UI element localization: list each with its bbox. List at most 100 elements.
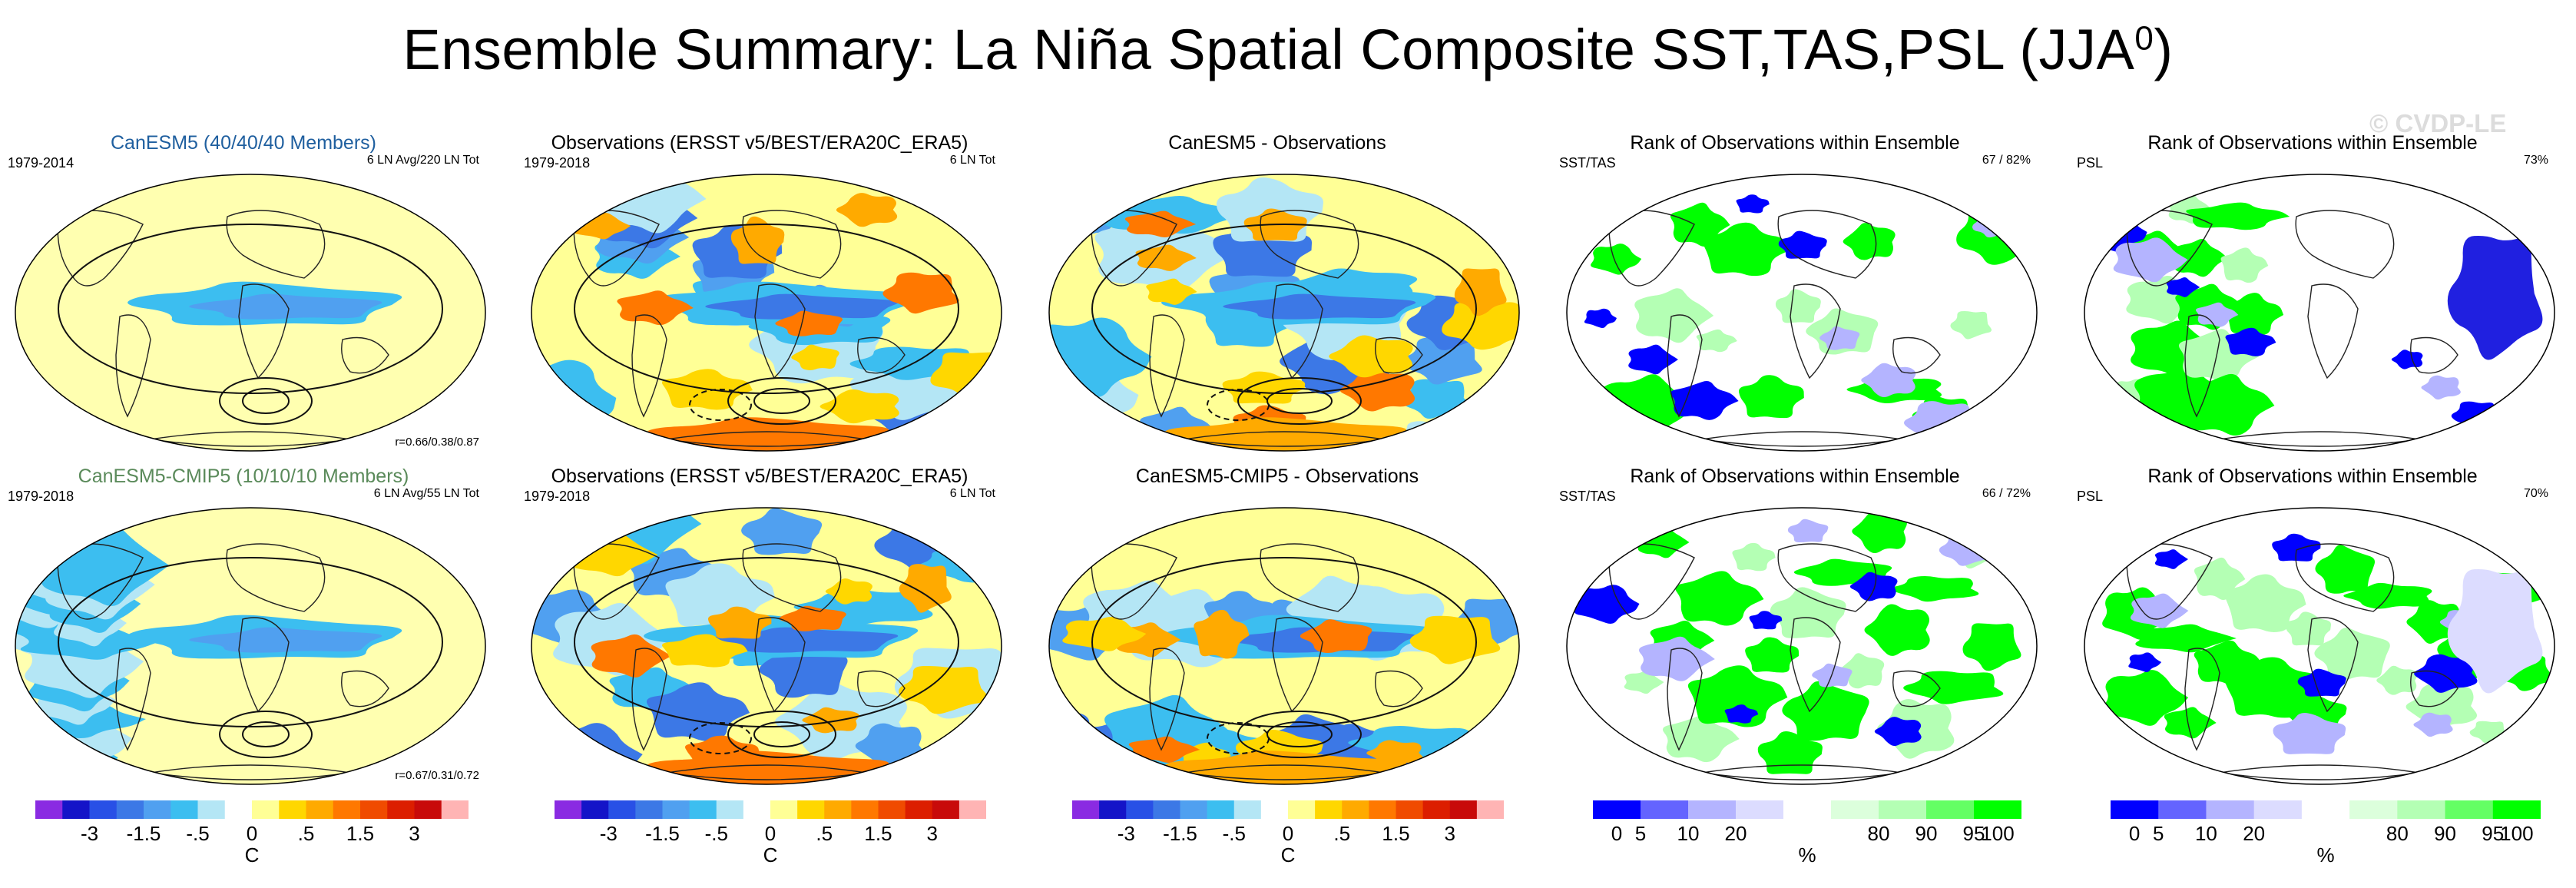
cold-anomaly-region <box>15 174 70 217</box>
high-rank-region <box>2224 293 2284 336</box>
colorbar-tick-label: 0 <box>764 822 776 845</box>
colorbar-swatch <box>1288 800 1316 819</box>
panel-left-label: PSL <box>2077 155 2104 171</box>
warm-anomaly-region <box>836 193 898 227</box>
coastline <box>226 210 326 279</box>
low-rank-region <box>1724 704 1759 724</box>
psl-contour <box>753 388 810 414</box>
colorbar-tick-label: -1.5 <box>1163 822 1197 845</box>
cold-anomaly-region <box>15 174 66 213</box>
coastline <box>57 543 144 620</box>
watermark: © CVDP-LE <box>2369 109 2507 138</box>
colorbar-tick-label: -3 <box>599 822 618 845</box>
coastline <box>1667 314 1703 418</box>
pattern-correlation: r=0.67/0.31/0.72 <box>395 769 479 782</box>
cold-anomaly-region <box>531 176 591 230</box>
coastline <box>1260 210 1359 279</box>
coastline <box>341 336 389 374</box>
map-border <box>1566 507 2038 785</box>
low-rank-region <box>2130 593 2189 628</box>
warm-anomaly-region <box>1164 417 1407 451</box>
high-rank-region <box>1732 542 1776 572</box>
warm-anomaly-region <box>1409 615 1501 664</box>
map-border <box>2084 174 2555 452</box>
coastline <box>573 543 660 620</box>
map-panel: Rank of Observations within Ensemble SST/… <box>1555 132 2038 455</box>
colorbar-swatch <box>1180 800 1208 819</box>
low-rank-region <box>1749 611 1783 630</box>
high-rank-region <box>1903 671 2004 704</box>
map-border <box>15 174 486 452</box>
warm-anomaly-region <box>791 344 839 370</box>
colorbar-tick-label: 1.5 <box>346 822 375 845</box>
low-rank-region <box>1849 572 1898 601</box>
panel-right-label: 6 LN Tot <box>949 154 995 167</box>
colorbar-swatch <box>1260 800 1289 819</box>
cold-anomaly-region <box>15 174 88 226</box>
cold-anomaly-region <box>741 508 823 555</box>
psl-contour-negative <box>1207 389 1270 421</box>
psl-contour <box>727 711 836 758</box>
low-rank-region <box>1819 326 1860 350</box>
high-rank-region <box>2194 640 2263 686</box>
colorbar: -3 -1.5 -.5 0 .5 1.5 3 C <box>35 800 469 877</box>
colorbar-swatch <box>1783 800 1832 819</box>
colorbar-swatch <box>1641 800 1689 819</box>
cold-anomaly-region <box>15 174 88 204</box>
sst-anomaly-map <box>15 174 486 452</box>
panel-left-label: SST/TAS <box>1559 155 1616 171</box>
colorbar-swatch <box>197 800 226 819</box>
warm-anomaly-region <box>1124 210 1197 238</box>
colorbar-tick-label: 1.5 <box>1382 822 1410 845</box>
coastline <box>2307 283 2359 379</box>
warm-anomaly-region <box>1164 750 1407 784</box>
low-rank-region <box>2166 277 2200 297</box>
colorbar-swatch <box>360 800 388 819</box>
coastline <box>1892 336 1941 374</box>
coastline <box>754 617 806 713</box>
rank-map <box>2084 174 2555 452</box>
cold-anomaly-region <box>15 174 83 227</box>
panel-left-label: 1979-2018 <box>524 489 591 504</box>
panel-title: Rank of Observations within Ensemble <box>1630 132 1960 154</box>
colorbar-tick-label: 0 <box>1282 822 1294 845</box>
colorbar-swatch <box>1974 800 2021 819</box>
cold-anomaly-region <box>15 174 80 220</box>
colorbar-tick-label: -3 <box>1117 822 1135 845</box>
panel-right-label: 70% <box>2523 487 2548 500</box>
high-rank-region <box>1775 289 1821 323</box>
sst-anomaly-map <box>531 507 1002 785</box>
colorbar-swatch <box>635 800 663 819</box>
high-rank-region <box>1701 222 1790 277</box>
psl-contour <box>219 711 313 758</box>
coastline <box>1149 314 1185 418</box>
colorbar-tick-label: 1.5 <box>864 822 892 845</box>
colorbar-swatch <box>932 800 960 819</box>
psl-contour <box>727 377 836 425</box>
colorbar-swatch <box>581 800 609 819</box>
high-rank-region <box>1843 223 1896 260</box>
cold-anomaly-region <box>15 174 74 220</box>
psl-contour <box>219 377 313 425</box>
coastline <box>1667 648 1703 751</box>
warm-anomaly-region <box>1339 369 1415 412</box>
warm-anomaly-region <box>779 605 846 631</box>
panel-title: Rank of Observations within Ensemble <box>1630 466 1960 487</box>
coastline <box>115 648 151 751</box>
colorbar-swatch <box>2253 800 2303 819</box>
colorbar-swatch <box>224 800 253 819</box>
high-rank-region <box>2186 202 2290 230</box>
high-rank-region <box>2164 707 2217 739</box>
colorbar-swatch <box>1233 800 1262 819</box>
colorbar-swatch <box>905 800 933 819</box>
psl-contour <box>1266 721 1333 747</box>
coastline <box>742 543 842 612</box>
colorbar-unit: C <box>763 843 778 866</box>
coastline <box>1260 543 1359 612</box>
colorbar-tick-label: -1.5 <box>126 822 161 845</box>
cold-anomaly-region <box>15 174 65 215</box>
low-rank-region <box>2225 327 2276 356</box>
colorbar-tick-label: 80 <box>1867 822 1890 845</box>
high-rank-region <box>1839 653 1885 689</box>
panel-title: CanESM5-CMIP5 - Observations <box>1135 466 1419 487</box>
